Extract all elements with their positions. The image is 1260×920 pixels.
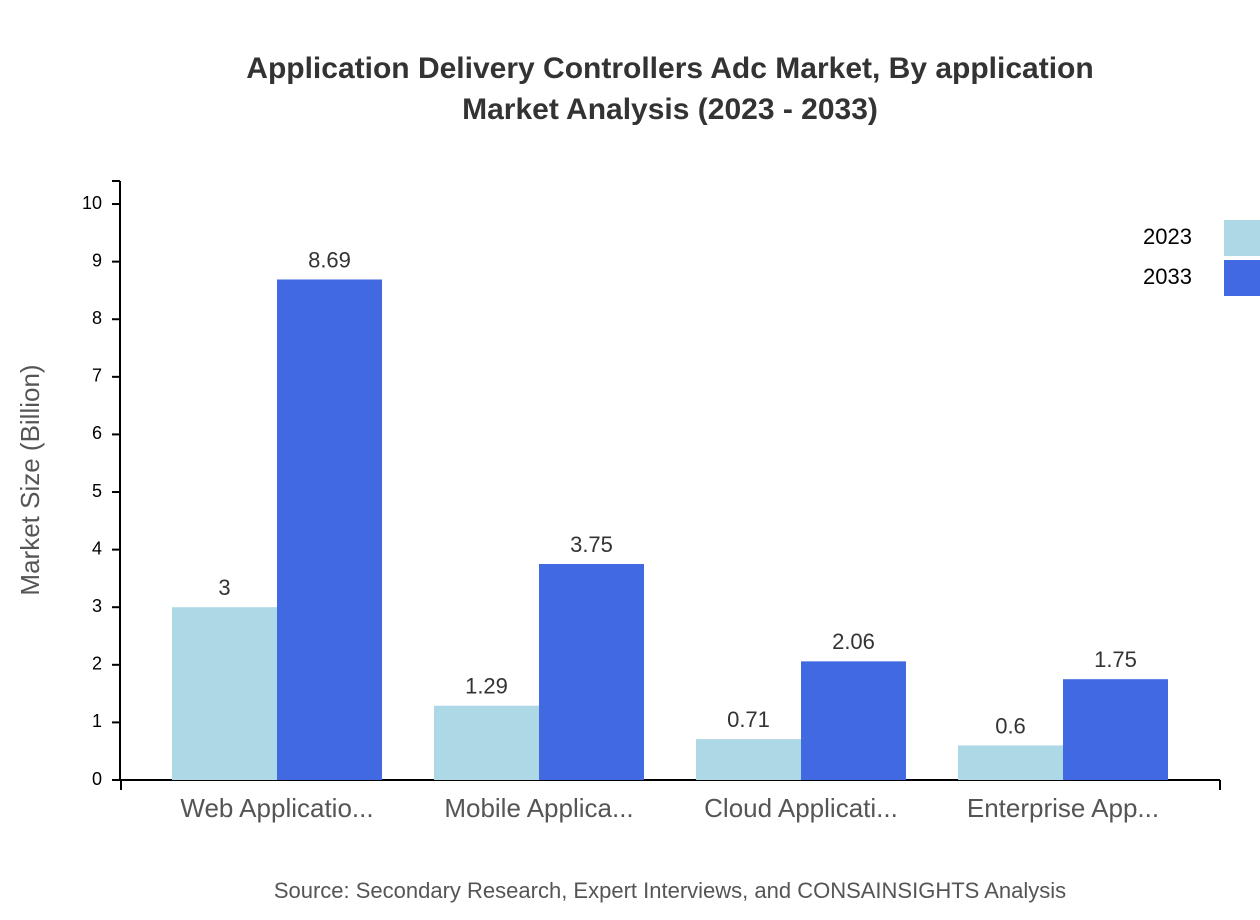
x-tick-label: Cloud Applicati... [704, 793, 898, 823]
y-tick-label: 2 [92, 654, 102, 674]
value-label: 0.71 [727, 707, 770, 732]
x-tick-label: Enterprise App... [967, 793, 1159, 823]
value-label: 0.6 [995, 713, 1026, 738]
x-tick-label: Mobile Applica... [444, 793, 633, 823]
bar [696, 739, 801, 780]
value-label: 3.75 [570, 532, 613, 557]
y-tick-label: 10 [82, 193, 102, 213]
y-tick-label: 7 [92, 366, 102, 386]
x-tick-label: Web Applicatio... [180, 793, 373, 823]
y-tick-label: 6 [92, 423, 102, 443]
legend-swatch [1224, 260, 1260, 296]
y-axis-label: Market Size (Billion) [15, 364, 45, 595]
y-tick-label: 8 [92, 308, 102, 328]
source: Source: Secondary Research, Expert Inter… [274, 878, 1066, 903]
value-label: 8.69 [308, 247, 351, 272]
value-label: 1.29 [465, 674, 508, 699]
value-label: 1.75 [1094, 647, 1137, 672]
bar [958, 745, 1063, 780]
y-tick-label: 1 [92, 711, 102, 731]
y-tick-label: 0 [92, 769, 102, 789]
bar [172, 607, 277, 780]
bar [801, 661, 906, 780]
bar [277, 279, 382, 780]
y-tick-label: 9 [92, 250, 102, 270]
bar [1063, 679, 1168, 780]
legend-label: 2023 [1143, 224, 1192, 249]
chart-title: Application Delivery Controllers Adc Mar… [246, 52, 1094, 126]
legend-swatch [1224, 220, 1260, 256]
legend-label: 2033 [1143, 264, 1192, 289]
y-tick-label: 5 [92, 481, 102, 501]
value-label: 2.06 [832, 629, 875, 654]
bar [539, 564, 644, 780]
bar [434, 705, 539, 780]
value-label: 3 [218, 575, 230, 600]
y-tick-label: 4 [92, 538, 102, 558]
y-tick-label: 3 [92, 596, 102, 616]
